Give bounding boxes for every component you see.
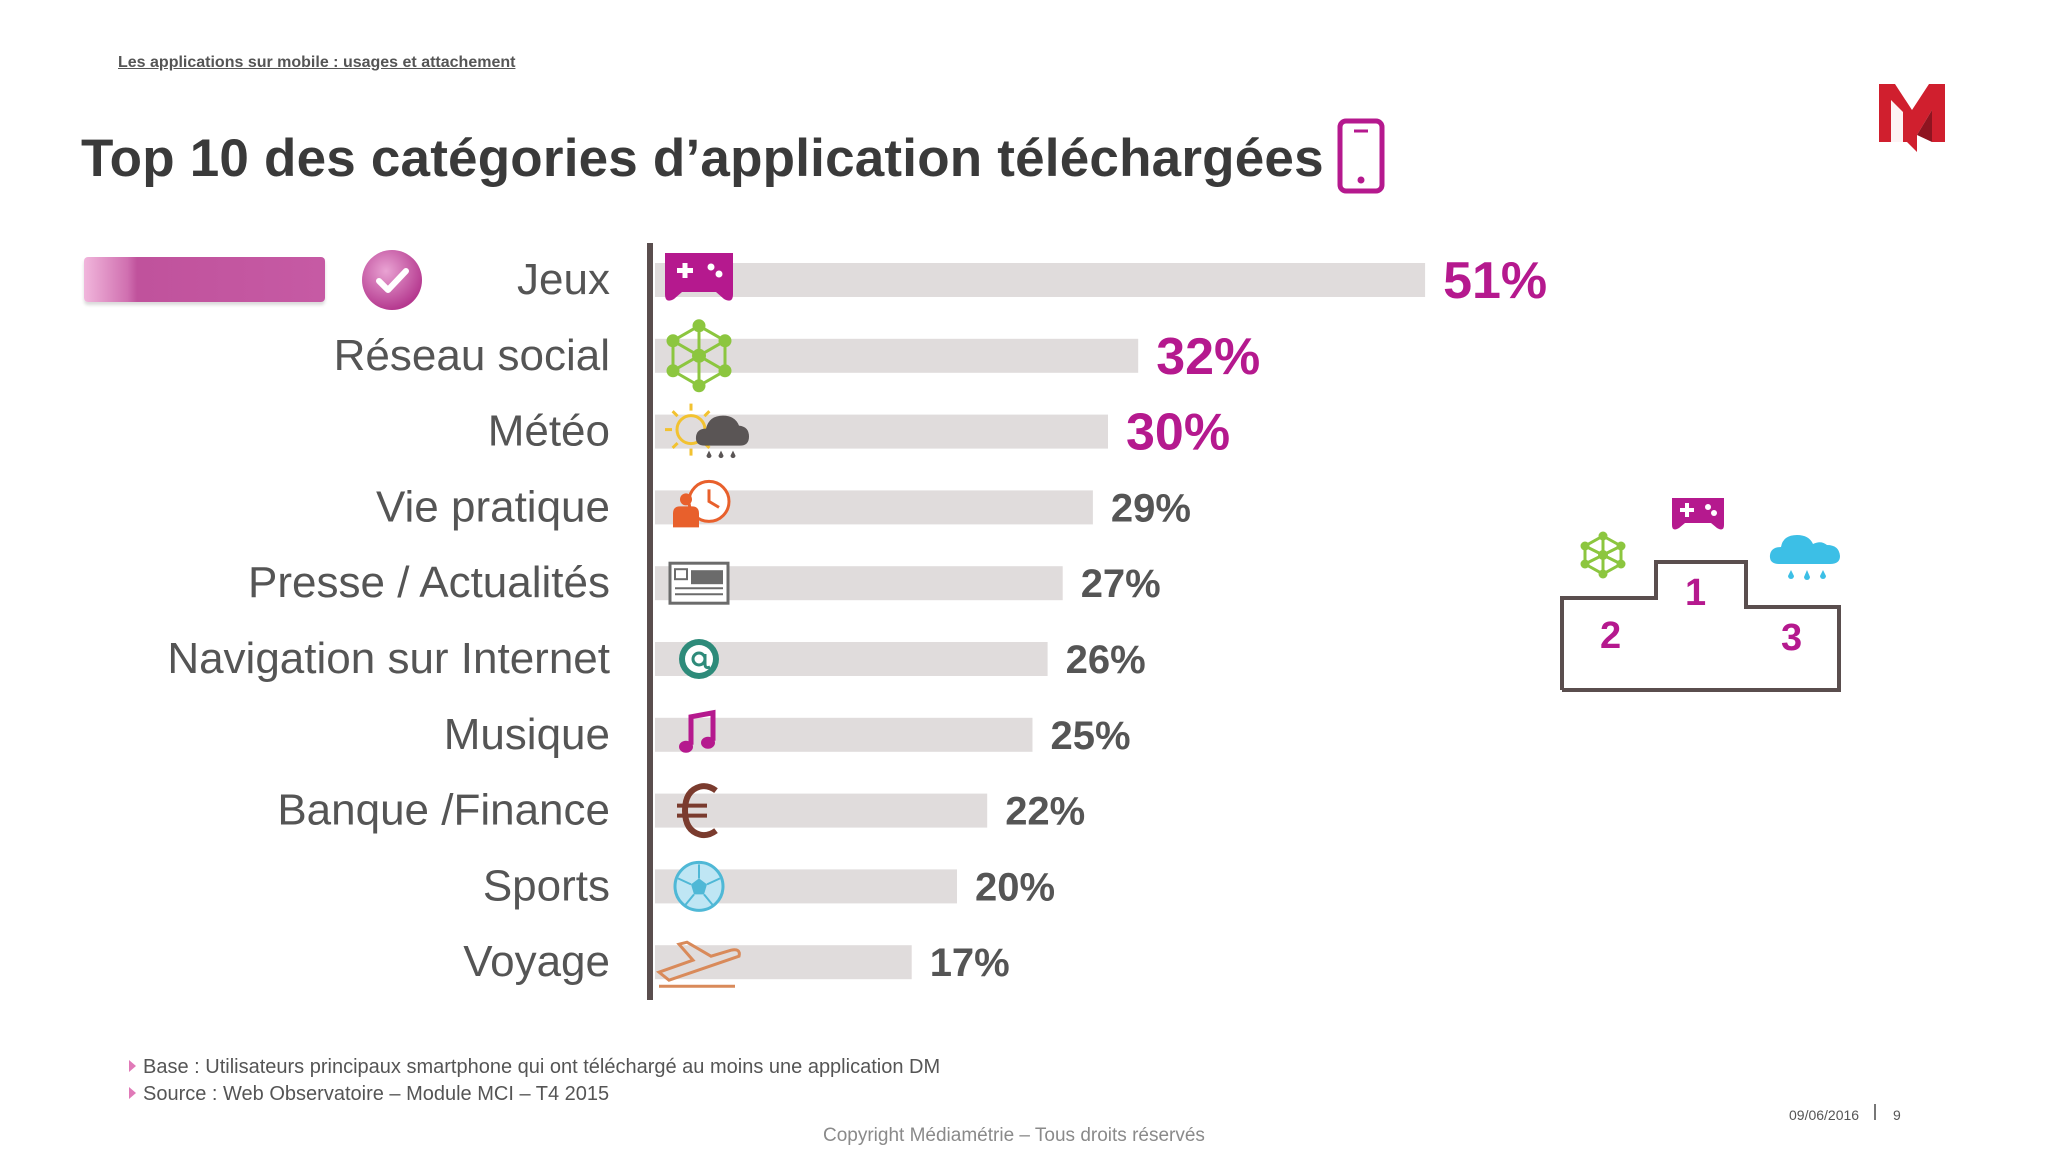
slide-date: 09/06/2016 — [1789, 1107, 1860, 1123]
category-label: Sports — [483, 861, 610, 910]
category-label: Réseau social — [334, 331, 610, 380]
mediametrie-logo — [1879, 84, 1945, 152]
copyright: Copyright Médiamétrie – Tous droits rése… — [823, 1125, 1205, 1146]
checkmark-icon — [362, 250, 422, 310]
value-label: 20% — [975, 865, 1055, 909]
podium-gamepad-icon — [1672, 498, 1724, 530]
value-label: 25% — [1051, 714, 1131, 758]
bar — [655, 717, 1033, 752]
podium-network-icon — [1580, 531, 1626, 579]
weather-icon — [665, 403, 749, 459]
category-label: Banque /Finance — [277, 786, 610, 835]
bar — [655, 338, 1139, 373]
bullet-arrow-icon — [129, 1060, 136, 1072]
bullet-arrow-icon — [129, 1087, 136, 1099]
category-label: Jeux — [517, 255, 610, 304]
bar — [655, 793, 988, 828]
page-number: 9 — [1893, 1107, 1901, 1123]
bar-chart: Jeux 51% Réseau social 32% Météo 30% Vie prati… — [167, 243, 1547, 1000]
category-label: Presse / Actualités — [248, 558, 610, 607]
euro-icon — [677, 783, 718, 839]
breadcrumb: Les applications sur mobile : usages et … — [118, 54, 516, 71]
bar — [655, 263, 1426, 297]
page-title: Top 10 des catégories d’application télé… — [81, 129, 1324, 188]
value-label: 29% — [1111, 486, 1191, 530]
podium-rank-1: 1 — [1685, 572, 1707, 614]
bar — [655, 642, 1048, 676]
football-icon — [673, 860, 725, 912]
value-label: 26% — [1066, 638, 1146, 682]
footnote-source: Source : Web Observatoire – Module MCI –… — [129, 1083, 609, 1106]
value-label: 30% — [1126, 404, 1230, 462]
podium-rank-2: 2 — [1600, 615, 1622, 657]
category-label: Vie pratique — [376, 482, 610, 531]
category-label: Musique — [444, 710, 610, 759]
gamepad-icon — [665, 253, 733, 301]
value-label: 32% — [1156, 328, 1260, 386]
progress-bar-decoration — [84, 257, 325, 302]
category-label: Navigation sur Internet — [167, 634, 610, 683]
bar — [655, 945, 912, 980]
podium-rank-3: 3 — [1781, 617, 1803, 659]
podium-rain-cloud-icon — [1769, 535, 1840, 580]
network-icon — [666, 319, 732, 393]
footnote-base: Base : Utilisateurs principaux smartphon… — [129, 1056, 940, 1079]
category-label: Voyage — [463, 937, 610, 986]
newspaper-icon — [668, 561, 730, 605]
value-label: 51% — [1443, 252, 1547, 310]
footer-divider — [1874, 1104, 1876, 1120]
category-label: Météo — [488, 407, 610, 456]
at-sign-icon — [679, 639, 719, 679]
value-label: 27% — [1081, 562, 1161, 606]
person-clock-icon — [673, 479, 731, 528]
value-label: 17% — [930, 941, 1010, 985]
podium-graphic — [1560, 560, 1841, 692]
airplane-icon — [655, 940, 741, 988]
music-note-icon — [679, 709, 716, 753]
value-label: 22% — [1005, 790, 1085, 834]
smartphone-icon — [1337, 118, 1385, 194]
